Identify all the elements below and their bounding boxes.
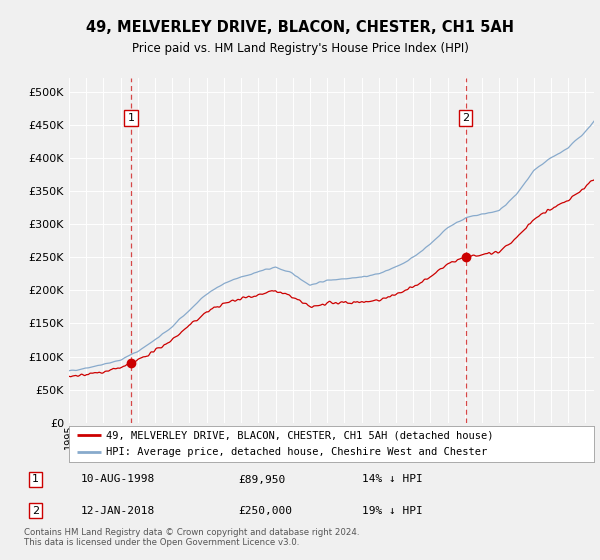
Text: Contains HM Land Registry data © Crown copyright and database right 2024.
This d: Contains HM Land Registry data © Crown c… (24, 528, 359, 547)
Text: 1: 1 (32, 474, 39, 484)
Text: 2: 2 (462, 113, 469, 123)
Text: £89,950: £89,950 (238, 474, 286, 484)
Text: 49, MELVERLEY DRIVE, BLACON, CHESTER, CH1 5AH (detached house): 49, MELVERLEY DRIVE, BLACON, CHESTER, CH… (106, 431, 493, 440)
Text: HPI: Average price, detached house, Cheshire West and Chester: HPI: Average price, detached house, Ches… (106, 447, 487, 457)
Text: 19% ↓ HPI: 19% ↓ HPI (362, 506, 423, 516)
Text: Price paid vs. HM Land Registry's House Price Index (HPI): Price paid vs. HM Land Registry's House … (131, 42, 469, 55)
Text: 2: 2 (32, 506, 39, 516)
Text: 12-JAN-2018: 12-JAN-2018 (80, 506, 155, 516)
Text: 14% ↓ HPI: 14% ↓ HPI (362, 474, 423, 484)
Text: 49, MELVERLEY DRIVE, BLACON, CHESTER, CH1 5AH: 49, MELVERLEY DRIVE, BLACON, CHESTER, CH… (86, 20, 514, 35)
Text: £250,000: £250,000 (238, 506, 292, 516)
Text: 1: 1 (127, 113, 134, 123)
Text: 10-AUG-1998: 10-AUG-1998 (80, 474, 155, 484)
